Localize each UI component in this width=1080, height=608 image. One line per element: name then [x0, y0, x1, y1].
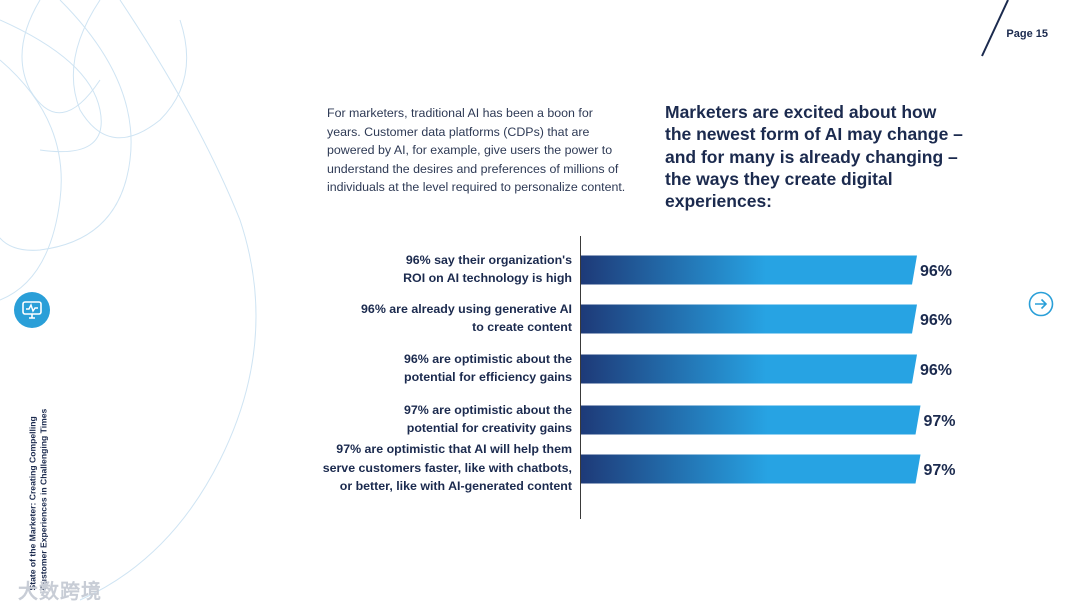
category-label-line: 97% are optimistic about the: [404, 402, 572, 417]
category-label-line: potential for efficiency gains: [404, 370, 572, 384]
bar-value-label: 96%: [920, 362, 952, 379]
category-label: 97% are optimistic about the potential fo…: [404, 401, 572, 438]
bar-value-label: 97%: [924, 413, 956, 430]
arrow-right-circle-icon[interactable]: [1028, 291, 1054, 317]
category-label: 97% are optimistic that AI will help the…: [323, 440, 572, 495]
watermark: 大数跨境: [18, 581, 102, 603]
category-label: 96% say their organization's ROI on AI te…: [403, 251, 572, 288]
category-label-line: to create content: [472, 320, 572, 334]
bar: [581, 255, 917, 285]
page-number: Page 15: [1006, 28, 1048, 40]
bar: [581, 405, 921, 435]
bar-value-label: 97%: [924, 462, 956, 479]
category-label: 96% are already using generative AI to cr…: [361, 300, 572, 337]
category-label-line: 96% are optimistic about the: [404, 351, 572, 366]
headline: Marketers are excited about how the newe…: [665, 102, 963, 212]
category-label-line: serve customers faster, like with chatbo…: [322, 460, 572, 475]
category-label-line: potential for creativity gains: [406, 421, 572, 435]
category-label: 96% are optimistic about the potential fo…: [404, 350, 572, 387]
category-label-line: ROI on AI technology is high: [403, 271, 572, 285]
category-label-line: 96% say their organization's: [405, 252, 572, 267]
bar: [581, 304, 917, 334]
monitor-chart-icon: [14, 292, 50, 328]
category-label-line: 97% are optimistic that AI will help the…: [336, 442, 572, 457]
category-label-line: or better, like with AI-generated conten…: [339, 479, 572, 494]
bar: [581, 354, 917, 384]
bar: [581, 454, 921, 484]
bar-value-label: 96%: [920, 263, 952, 280]
bar-value-label: 96%: [920, 312, 952, 329]
intro-paragraph: For marketers, traditional AI has been a…: [327, 106, 626, 195]
category-label-line: 96% are already using generative AI: [361, 301, 572, 316]
